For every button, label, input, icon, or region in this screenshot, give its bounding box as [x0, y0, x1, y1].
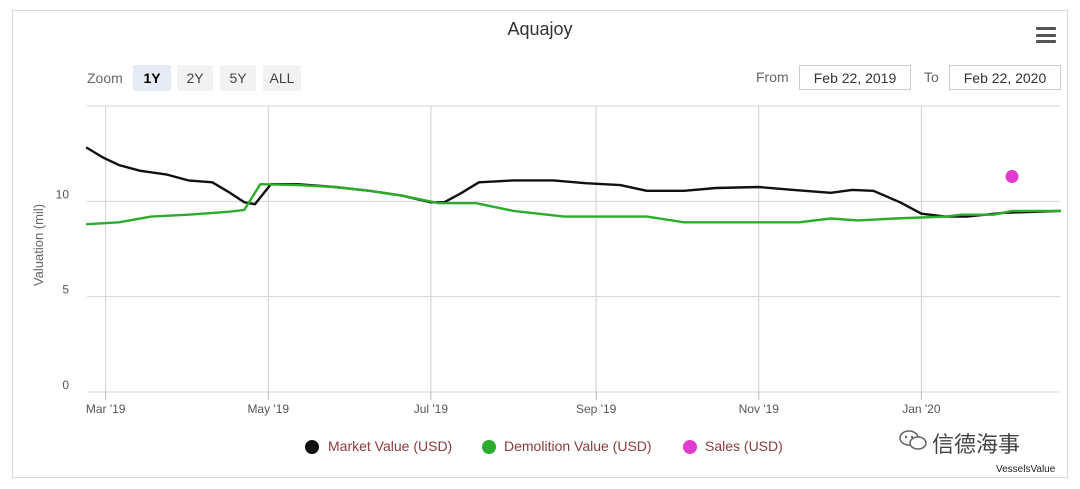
chart-title: Aquajoy	[507, 19, 573, 39]
to-date-input[interactable]: Feb 22, 2020	[949, 65, 1061, 90]
zoom-all-button[interactable]: ALL	[263, 65, 301, 91]
legend-demolition-value[interactable]: Demolition Value (USD)	[504, 438, 652, 454]
grid-layer	[87, 105, 1060, 400]
x-tick-label: May '19	[247, 402, 289, 416]
vesselsvalue-credit: VesselsValue	[996, 464, 1056, 475]
x-tick-label: Nov '19	[739, 402, 780, 416]
watermark-text: 信德海事	[932, 433, 1021, 458]
y-tick-label: 10	[56, 187, 70, 201]
hamburger-menu-icon[interactable]	[1036, 27, 1056, 43]
y-tick-label: 5	[62, 283, 69, 297]
sales-point	[1005, 170, 1019, 184]
to-label: To	[924, 69, 939, 85]
legend-market-value[interactable]: Market Value (USD)	[328, 438, 453, 454]
demolition-value-line	[85, 183, 1062, 226]
x-tick-label: Jul '19	[414, 402, 449, 416]
y-tick-label: 0	[62, 378, 69, 392]
legend-sales[interactable]: Sales (USD)	[705, 438, 783, 454]
y-axis-label: Valuation (mil)	[31, 204, 46, 286]
chart-frame	[12, 10, 1068, 478]
x-tick-label: Mar '19	[86, 402, 126, 416]
zoom-2y-button[interactable]: 2Y	[177, 65, 213, 91]
from-date-input[interactable]: Feb 22, 2019	[799, 65, 911, 90]
label-layer: Mar '19 May '19 Jul '19 Sep '19 Nov '19 Jan '…	[31, 187, 941, 416]
zoom-5y-button[interactable]: 5Y	[220, 65, 256, 91]
legend-sales-marker	[683, 440, 697, 454]
x-tick-label: Sep '19	[576, 402, 617, 416]
wechat-icon	[899, 430, 927, 450]
zoom-label: Zoom	[87, 70, 123, 86]
from-label: From	[756, 69, 789, 85]
series-layer	[85, 146, 1062, 226]
x-tick-label: Jan '20	[902, 402, 941, 416]
legend-market-value-marker	[305, 440, 319, 454]
zoom-1y-button[interactable]: 1Y	[133, 65, 171, 91]
legend-demolition-value-marker	[482, 440, 496, 454]
market-value-line	[85, 146, 1062, 218]
